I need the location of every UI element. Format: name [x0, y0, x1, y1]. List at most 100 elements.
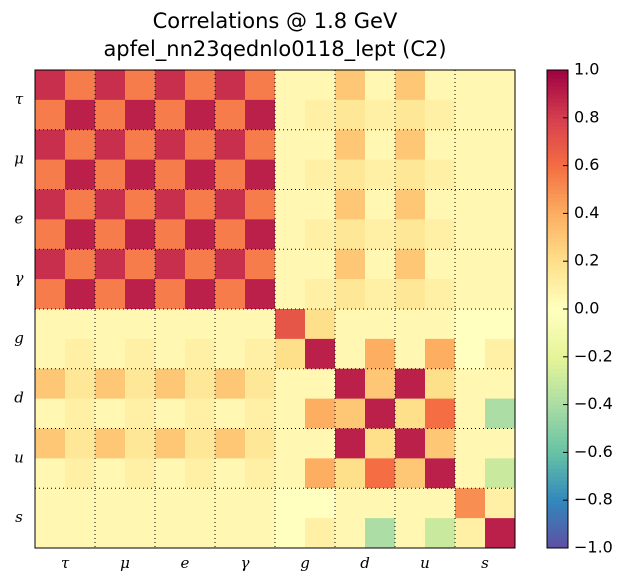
heatmap-cell [65, 309, 96, 340]
heatmap-cell [365, 458, 396, 489]
heatmap-cell [125, 458, 156, 489]
heatmap-cell [425, 368, 456, 400]
heatmap-cell [425, 99, 456, 131]
heatmap-cell [365, 309, 396, 340]
colorbar-segment [547, 301, 568, 306]
colorbar-tick-label: 0.6 [574, 155, 599, 174]
x-tick-label: u [420, 554, 430, 572]
heatmap-cell [35, 129, 66, 161]
colorbar-segment [547, 309, 568, 314]
colorbar-tick-label: −0.6 [574, 442, 613, 461]
heatmap-cell [305, 249, 336, 280]
heatmap-cell [485, 129, 516, 161]
heatmap-cell [335, 189, 366, 220]
colorbar-segment [547, 229, 568, 234]
heatmap-cell [455, 99, 486, 131]
heatmap-cell [35, 219, 66, 250]
heatmap-cell [155, 99, 186, 131]
colorbar-segment [547, 117, 568, 123]
heatmap-cell [35, 398, 66, 429]
colorbar-tick-label: 0.4 [574, 203, 599, 222]
heatmap-cell [305, 518, 336, 549]
x-tick-label: e [181, 554, 190, 572]
colorbar-segment [547, 93, 568, 99]
heatmap-cell [125, 428, 156, 459]
heatmap-cell [365, 189, 396, 220]
heatmap-cell [455, 279, 486, 310]
heatmap-cell [155, 219, 186, 250]
colorbar-segment [547, 185, 568, 190]
colorbar-segment [547, 157, 568, 163]
heatmap-cell [395, 488, 426, 519]
heatmap-cell [185, 129, 216, 161]
heatmap-cell [425, 70, 456, 101]
heatmap-cell [485, 488, 516, 519]
heatmap-cell [485, 159, 516, 190]
heatmap-cell [395, 279, 426, 310]
heatmap-cell [215, 368, 246, 400]
heatmap-cell [125, 368, 156, 400]
heatmap-cell [95, 428, 126, 459]
heatmap-cell [125, 309, 156, 340]
heatmap-cell [185, 249, 216, 280]
heatmap-cell [245, 249, 276, 280]
colorbar-segment [547, 109, 568, 115]
heatmap-cell [485, 428, 516, 459]
heatmap-cell [65, 398, 96, 429]
colorbar-segment [547, 97, 568, 103]
heatmap-cell [425, 488, 456, 519]
colorbar-segment [547, 205, 568, 210]
colorbar-segment [547, 460, 568, 465]
heatmap-cell [365, 70, 396, 101]
heatmap-cell [35, 338, 66, 370]
heatmap-cell [275, 70, 306, 101]
heatmap-cell [245, 279, 276, 310]
colorbar-segment [547, 528, 568, 533]
colorbar-segment [547, 289, 568, 294]
colorbar-segment [547, 408, 568, 414]
colorbar-tick-label: 0.2 [574, 251, 599, 270]
heatmap-cell [185, 219, 216, 250]
colorbar-segment [547, 348, 568, 354]
heatmap-cell [335, 129, 366, 161]
heatmap-cell [65, 368, 96, 400]
heatmap-cell [155, 368, 186, 400]
colorbar-segment [547, 81, 568, 87]
colorbar-segment [547, 396, 568, 402]
colorbar-segment [547, 245, 568, 250]
colorbar-segment [547, 496, 568, 501]
heatmap-cell [455, 249, 486, 280]
heatmap-cell [95, 159, 126, 190]
heatmap-cell [185, 428, 216, 459]
heatmap-cell [425, 309, 456, 340]
heatmap-cell [335, 70, 366, 101]
colorbar-segment [547, 436, 568, 441]
heatmap-cell [95, 338, 126, 370]
heatmap-cell [335, 279, 366, 310]
heatmap-cell [455, 518, 486, 549]
heatmap-cell [215, 249, 246, 280]
heatmap-cell [275, 368, 306, 400]
heatmap-cell [425, 458, 456, 489]
heatmap-cell [275, 129, 306, 161]
heatmap-cell [185, 159, 216, 190]
colorbar-segment [547, 277, 568, 282]
colorbar-segment [547, 320, 568, 326]
colorbar-segment [547, 444, 568, 449]
heatmap-cell [215, 70, 246, 101]
colorbar-tick-label: −1.0 [574, 538, 613, 557]
heatmap-cell [425, 338, 456, 370]
colorbar-segment [547, 344, 568, 350]
heatmap-cell [125, 338, 156, 370]
heatmap-cell [485, 398, 516, 429]
colorbar-segment [547, 269, 568, 274]
y-tick-label: μ [14, 150, 24, 168]
heatmap-cell [215, 99, 246, 131]
colorbar-segment [547, 392, 568, 398]
heatmap-cell [65, 159, 96, 190]
x-tick-label: d [360, 554, 370, 572]
heatmap-cell [65, 219, 96, 250]
colorbar-segment [547, 404, 568, 410]
colorbar-tick-label: −0.4 [574, 394, 613, 413]
heatmap-cell [365, 99, 396, 131]
